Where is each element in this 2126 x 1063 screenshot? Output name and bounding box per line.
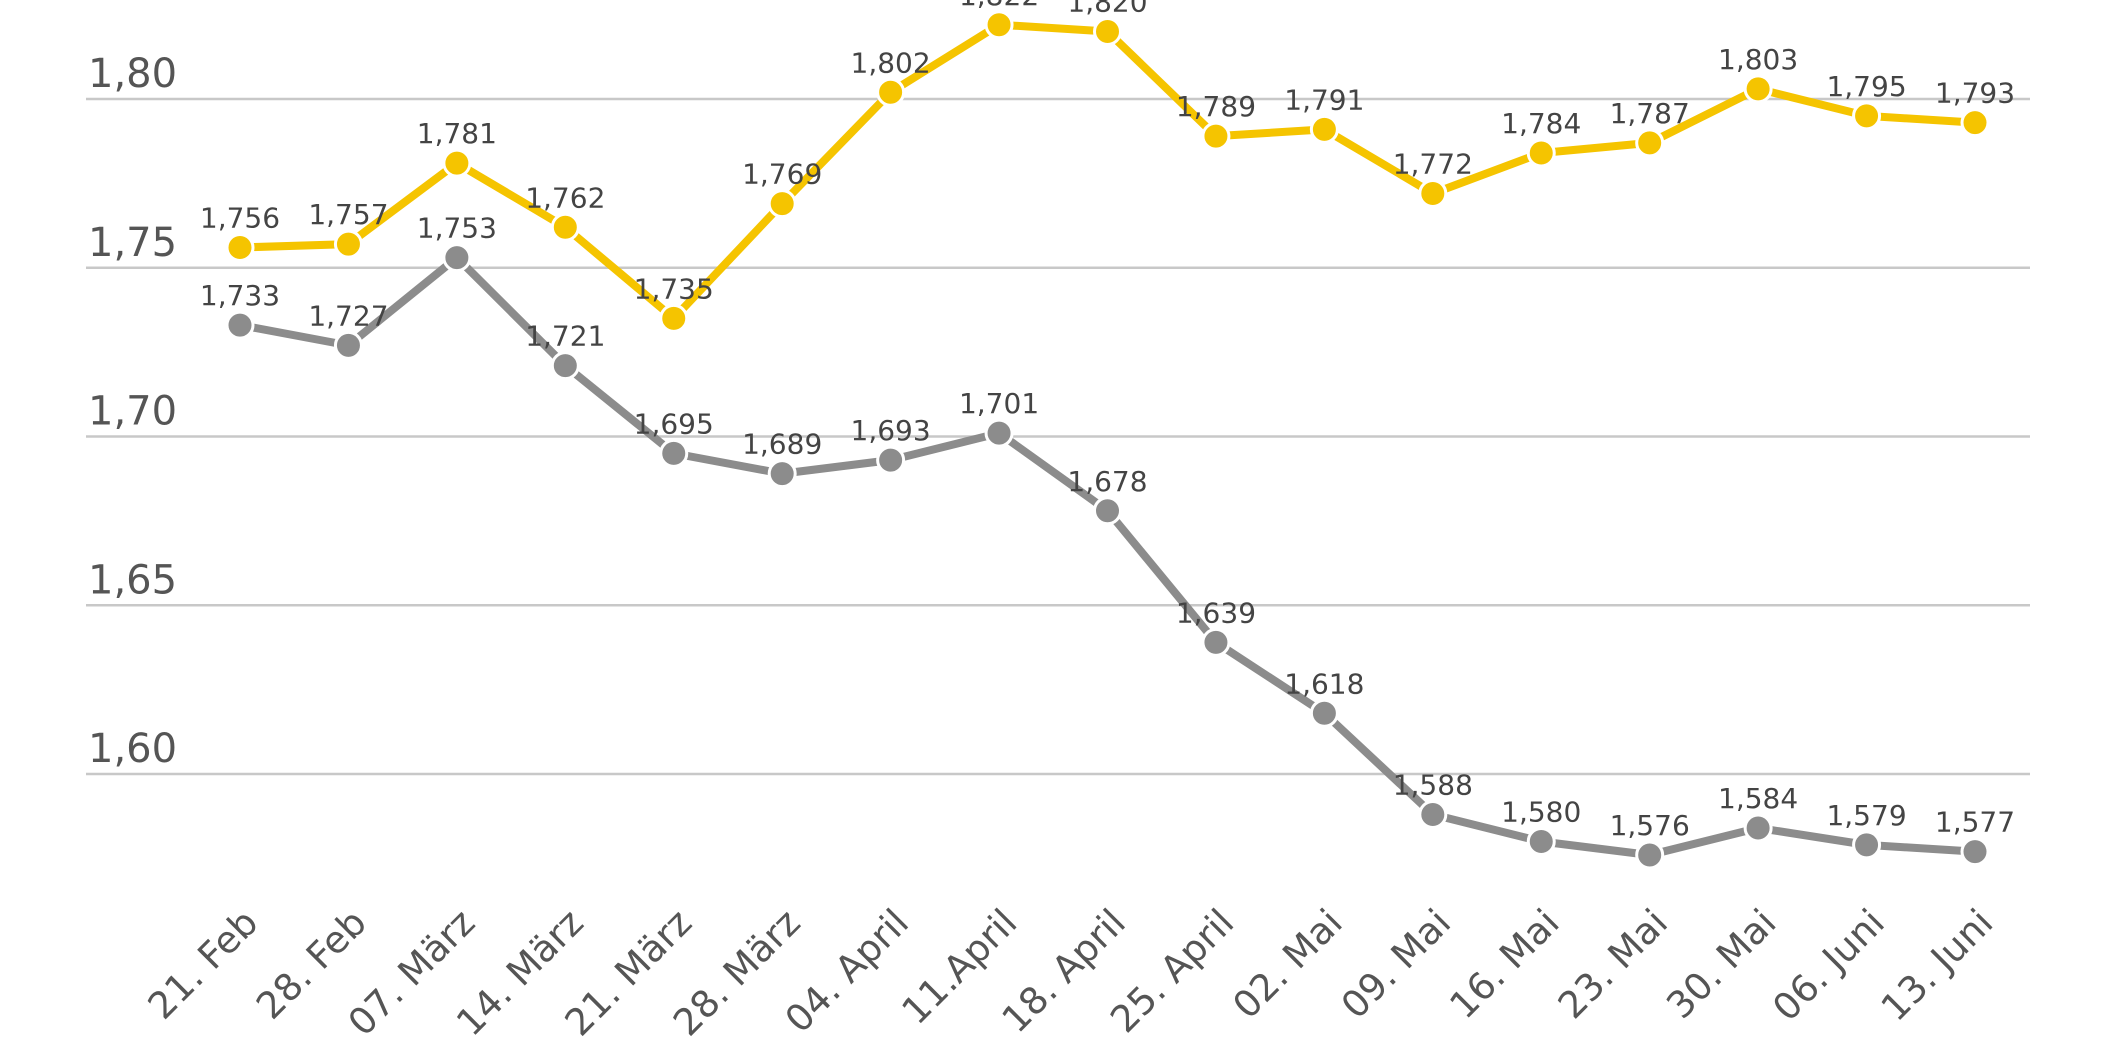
- data-point-grey: [550, 351, 580, 381]
- data-label-yellow: 1,781: [417, 117, 497, 150]
- data-point-grey: [442, 243, 472, 273]
- data-point-yellow: [659, 303, 689, 333]
- data-point-yellow: [767, 189, 797, 219]
- data-point-yellow: [1201, 121, 1231, 151]
- data-label-yellow: 1,803: [1718, 43, 1798, 76]
- data-label-yellow: 1,772: [1393, 148, 1473, 181]
- data-label-grey: 1,576: [1610, 809, 1690, 842]
- x-tick-label: 02. Mai: [1225, 901, 1351, 1027]
- data-label-grey: 1,693: [851, 414, 931, 447]
- data-point-yellow: [876, 77, 906, 107]
- data-label-yellow: 1,787: [1610, 97, 1690, 130]
- data-point-yellow: [984, 10, 1014, 40]
- data-label-grey: 1,618: [1284, 667, 1364, 700]
- data-label-yellow: 1,791: [1284, 83, 1364, 116]
- data-point-yellow: [1852, 101, 1882, 131]
- data-label-grey: 1,584: [1718, 782, 1798, 815]
- data-point-grey: [984, 418, 1014, 448]
- data-point-yellow: [1418, 179, 1448, 208]
- data-label-yellow: 1,822: [959, 0, 1039, 12]
- data-label-yellow: 1,757: [308, 198, 388, 231]
- x-tick-label: 16. Mai: [1441, 901, 1567, 1027]
- data-label-grey: 1,753: [417, 212, 497, 245]
- data-label-grey: 1,695: [634, 407, 714, 440]
- series-line-yellow: [236, 20, 1979, 323]
- data-label-grey: 1,733: [200, 279, 280, 312]
- data-label-grey: 1,639: [1176, 596, 1256, 629]
- data-labels: 1,733 1,727 1,753 1,721 1,695 1,689 1,693 1,701…: [200, 0, 2015, 842]
- data-point-grey: [876, 445, 906, 475]
- data-point-yellow: [1309, 114, 1339, 144]
- x-tick-label: 13. Juni: [1873, 901, 2001, 1029]
- data-label-grey: 1,678: [1067, 465, 1147, 498]
- data-point-grey: [1960, 837, 1990, 867]
- data-point-yellow: [1960, 108, 1990, 138]
- data-label-grey: 1,577: [1935, 806, 2015, 839]
- data-point-grey: [1635, 840, 1665, 870]
- data-label-yellow: 1,762: [525, 181, 605, 214]
- data-point-grey: [333, 330, 363, 360]
- data-point-grey: [1093, 496, 1122, 526]
- grid-layer: [86, 97, 2030, 776]
- data-label-yellow: 1,793: [1935, 77, 2015, 110]
- data-label-yellow: 1,820: [1067, 0, 1147, 19]
- y-tick-label: 1,60: [88, 726, 177, 772]
- data-point-grey: [1526, 827, 1556, 856]
- data-point-grey: [1418, 800, 1448, 829]
- data-point-yellow: [1743, 74, 1773, 104]
- data-point-grey: [767, 459, 797, 489]
- data-label-grey: 1,579: [1826, 799, 1906, 832]
- x-tick-label: 09. Mai: [1333, 901, 1459, 1027]
- series-layer: [225, 10, 1990, 870]
- data-label-grey: 1,701: [959, 387, 1039, 420]
- x-tick-label: 21. Feb: [140, 901, 267, 1028]
- x-tick-label: 30. Mai: [1658, 901, 1784, 1027]
- data-label-yellow: 1,789: [1176, 90, 1256, 123]
- data-label-grey: 1,580: [1501, 796, 1581, 829]
- data-label-yellow: 1,756: [200, 202, 280, 235]
- data-label-yellow: 1,784: [1501, 107, 1581, 140]
- data-point-yellow: [1526, 138, 1556, 168]
- data-label-yellow: 1,802: [851, 46, 931, 79]
- data-label-yellow: 1,735: [634, 272, 714, 305]
- data-point-grey: [1201, 627, 1231, 657]
- data-label-grey: 1,588: [1393, 769, 1473, 802]
- data-point-grey: [1852, 830, 1882, 860]
- y-axis: 1,80 1,75 1,70 1,65 1,60: [88, 51, 177, 772]
- y-tick-label: 1,65: [88, 557, 177, 603]
- data-point-yellow: [225, 233, 255, 262]
- data-label-grey: 1,727: [308, 299, 388, 332]
- data-point-yellow: [333, 229, 363, 259]
- data-label-yellow: 1,795: [1826, 70, 1906, 103]
- x-tick-label: 23. Mai: [1550, 901, 1676, 1027]
- series-line-grey: [236, 253, 1979, 859]
- data-point-yellow: [550, 212, 580, 242]
- data-point-yellow: [1093, 17, 1122, 46]
- data-point-grey: [225, 310, 255, 340]
- data-point-grey: [1743, 813, 1773, 843]
- data-label-grey: 1,689: [742, 428, 822, 461]
- data-label-grey: 1,721: [525, 320, 605, 353]
- x-tick-label: 06. Juni: [1764, 901, 1892, 1029]
- y-tick-label: 1,80: [88, 51, 177, 97]
- data-label-yellow: 1,769: [742, 158, 822, 191]
- data-point-yellow: [442, 148, 472, 178]
- data-point-grey: [659, 438, 689, 468]
- data-point-grey: [1309, 698, 1339, 728]
- y-tick-label: 1,70: [88, 389, 177, 435]
- data-point-yellow: [1635, 128, 1665, 158]
- y-tick-label: 1,75: [88, 220, 177, 266]
